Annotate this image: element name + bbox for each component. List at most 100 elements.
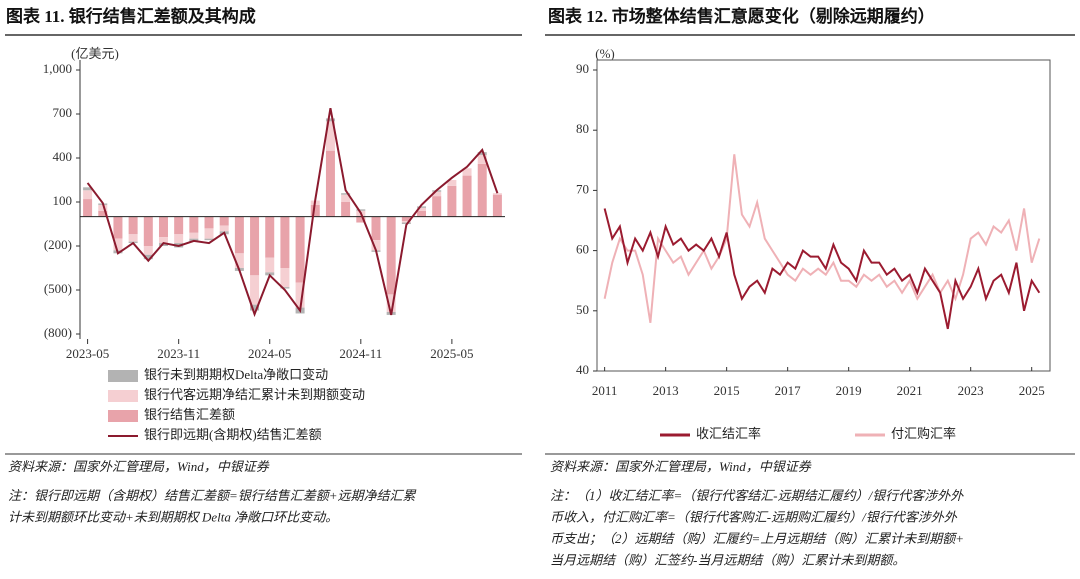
note: 注：银行即远期（含期权）结售汇差额=银行结售汇差额+远期净结汇累 <box>8 488 417 503</box>
bar <box>325 118 335 122</box>
x-tick-label: 2015 <box>714 383 740 398</box>
bar <box>401 216 411 222</box>
bar <box>219 225 229 232</box>
bar <box>492 194 502 217</box>
x-tick-label: 2025 <box>1019 383 1045 398</box>
x-tick-label: 2021 <box>897 383 923 398</box>
bar <box>477 163 487 217</box>
note: 币支出；（2）远期结（购）汇履约=上月远期结（购）汇累计未到期额+ <box>550 531 964 546</box>
y-tick-label: 80 <box>576 121 589 136</box>
bar <box>265 216 275 258</box>
line-series <box>603 208 1041 330</box>
x-tick-label: 2023 <box>958 383 984 398</box>
bar <box>128 216 138 235</box>
bar <box>189 232 199 239</box>
x-tick-label: 2019 <box>836 383 862 398</box>
y-tick-label: 400 <box>53 149 73 164</box>
x-tick-label: 2023-05 <box>66 346 109 361</box>
y-tick-label: (200) <box>44 237 72 252</box>
bar <box>417 206 427 208</box>
y-tick-label: (500) <box>44 281 72 296</box>
y-tick-label: 50 <box>576 302 589 317</box>
bar <box>432 191 442 197</box>
bar <box>98 204 108 211</box>
bar <box>98 210 108 217</box>
bar <box>189 216 199 233</box>
x-tick-label: 2013 <box>653 383 679 398</box>
bar <box>158 237 168 244</box>
bar <box>83 190 93 200</box>
legend-swatch <box>108 410 138 422</box>
legend-swatch <box>108 370 138 382</box>
bar <box>143 254 153 260</box>
y-tick-label: (800) <box>44 325 72 340</box>
bar <box>250 304 260 311</box>
note: 注：（1）收汇结汇率=（银行代客结汇-远期结汇履约）/银行代客涉外外 <box>550 488 964 503</box>
source: 资料来源：国家外汇管理局，Wind，中银证券 <box>8 459 270 474</box>
bar <box>371 216 381 241</box>
bar <box>492 193 502 195</box>
bar <box>341 202 351 217</box>
chart-title: 图表 12. 市场整体结售汇意愿变化（剔除远期履约） <box>548 6 935 26</box>
y-tick-label: 70 <box>576 181 589 196</box>
bar <box>417 207 427 211</box>
bar <box>250 275 260 305</box>
y-tick-label: 1,000 <box>43 61 72 76</box>
legend-label: 银行代客远期净结汇累计未到期额变动 <box>144 387 365 402</box>
note: 当月远期结（购）汇签约-当月远期结（购）汇累计未到期额。 <box>550 552 905 567</box>
bar <box>356 209 366 211</box>
plot-frame <box>596 59 1051 372</box>
bar <box>265 272 275 276</box>
bar <box>174 234 184 244</box>
bar <box>447 180 457 186</box>
y-tick-label: 90 <box>576 61 589 76</box>
y-axis-unit: (%) <box>595 46 615 61</box>
bar <box>462 175 472 217</box>
bar <box>295 282 305 308</box>
note: 币收入，付汇购汇率=（银行代客购汇-远期购汇履约）/银行代客涉外外 <box>550 509 958 524</box>
bar <box>295 216 305 283</box>
bar <box>386 216 396 295</box>
bar <box>477 155 487 164</box>
bar <box>325 150 335 217</box>
x-tick-label: 2017 <box>775 383 802 398</box>
y-tick-label: 100 <box>53 193 73 208</box>
bar <box>83 199 93 217</box>
bar <box>219 216 229 226</box>
bar <box>234 253 244 268</box>
bar <box>113 238 123 251</box>
bar <box>158 216 168 238</box>
bar <box>174 216 184 235</box>
x-tick-label: 2024-11 <box>339 346 382 361</box>
bar <box>310 204 320 217</box>
y-axis-unit: (亿美元) <box>71 46 119 61</box>
bar <box>280 268 290 288</box>
x-tick-label: 2011 <box>592 383 618 398</box>
bar <box>341 193 351 195</box>
legend-label: 银行结售汇差额 <box>144 407 235 422</box>
bar <box>356 216 366 223</box>
bar <box>477 152 487 156</box>
bar <box>143 246 153 255</box>
bar <box>325 121 335 151</box>
y-tick-label: 40 <box>576 362 589 377</box>
bar <box>341 194 351 202</box>
bar <box>234 216 244 254</box>
bar <box>386 294 396 312</box>
bar <box>447 185 457 217</box>
legend-label: 付汇购汇率 <box>891 426 956 441</box>
legend-label: 收汇结汇率 <box>696 426 761 441</box>
line-series <box>603 154 1041 323</box>
x-tick-label: 2025-05 <box>430 346 473 361</box>
legend-label: 银行未到期期权Delta净敞口变动 <box>144 367 328 382</box>
y-tick-label: 60 <box>576 242 589 257</box>
bar <box>204 216 214 229</box>
bar <box>128 234 138 242</box>
note: 计未到期额环比变动+未到期期权 Delta 净敞口环比变动。 <box>8 509 338 524</box>
chart-title: 图表 11. 银行结售汇差额及其构成 <box>6 6 256 26</box>
bar <box>250 216 260 276</box>
bar <box>432 196 442 217</box>
bar <box>83 187 93 191</box>
bar <box>143 216 153 246</box>
bar <box>113 216 123 239</box>
